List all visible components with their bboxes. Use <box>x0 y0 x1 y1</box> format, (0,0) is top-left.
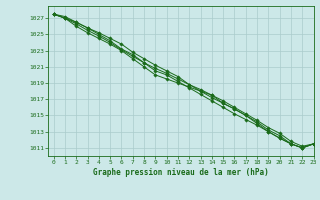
X-axis label: Graphe pression niveau de la mer (hPa): Graphe pression niveau de la mer (hPa) <box>93 168 269 177</box>
